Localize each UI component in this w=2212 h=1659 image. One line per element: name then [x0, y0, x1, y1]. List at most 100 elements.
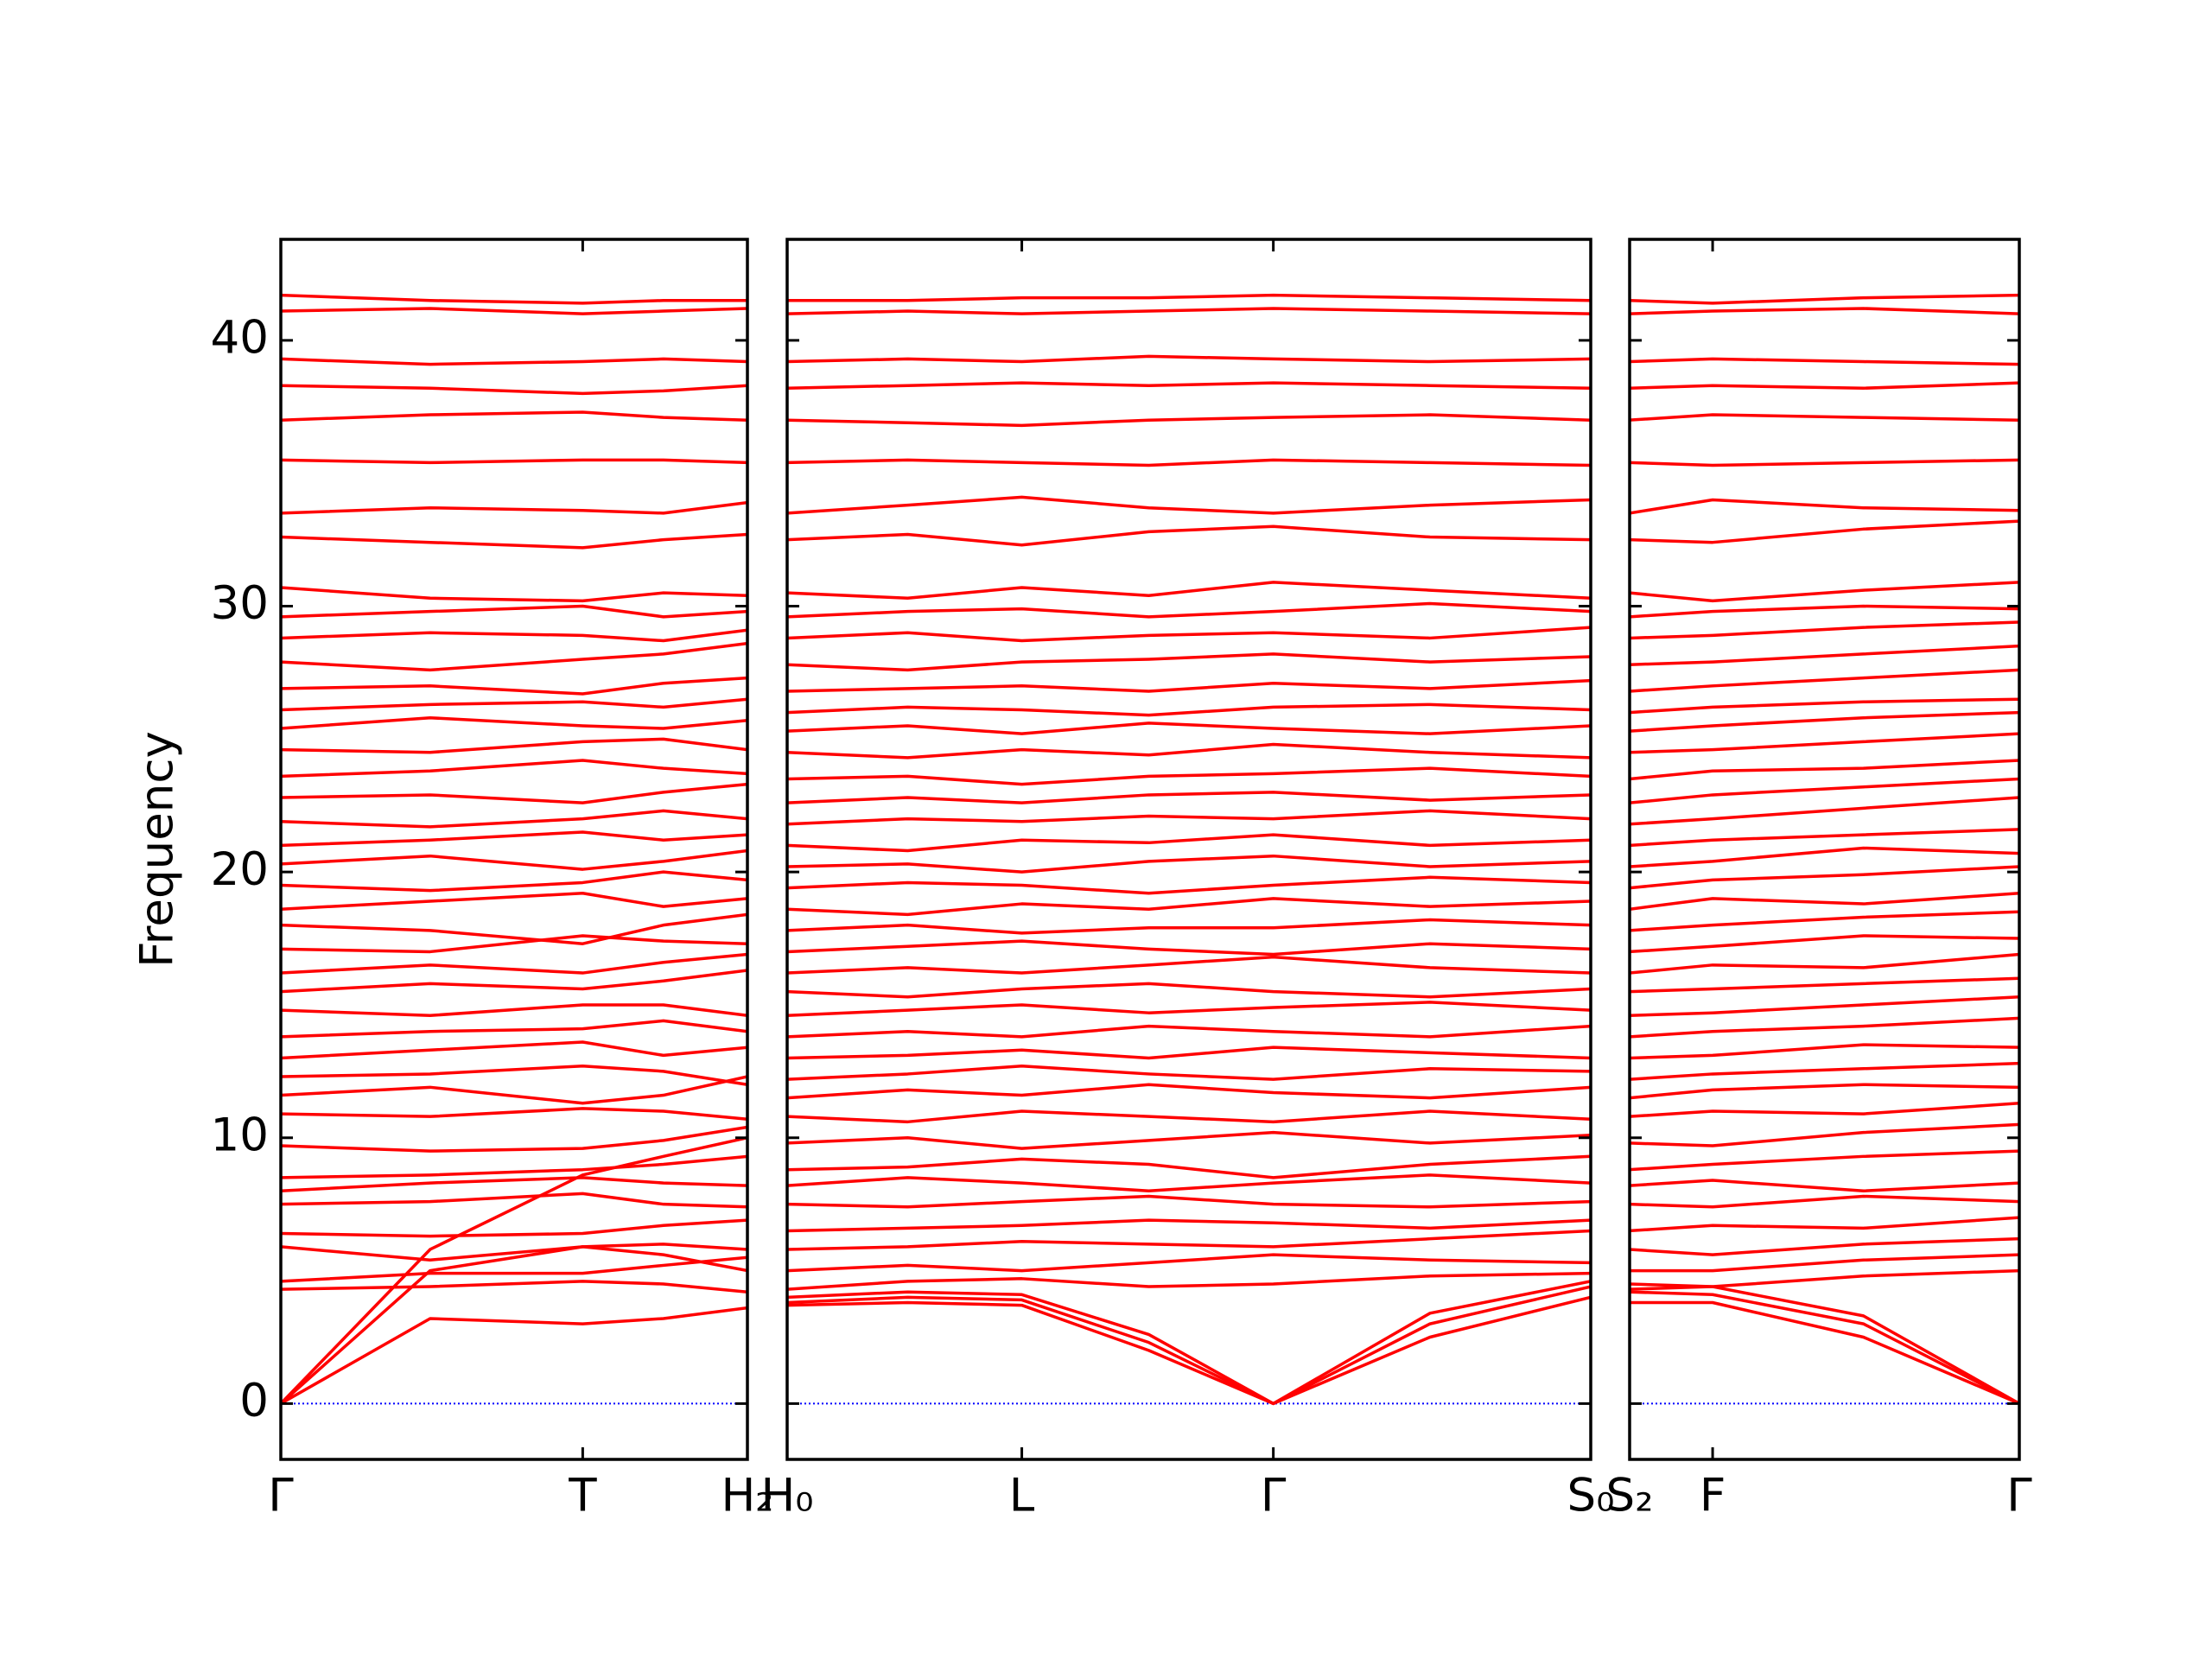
band-line: [281, 1154, 747, 1179]
band-line: [281, 307, 747, 315]
band-line: [787, 766, 1591, 786]
band-line: [1630, 519, 2019, 544]
band-line: [1630, 1290, 2019, 1405]
band-line: [1630, 458, 2019, 467]
band-line: [1630, 498, 2019, 515]
band-line: [787, 809, 1591, 826]
band-line: [1630, 1122, 2019, 1147]
band-line: [1630, 644, 2019, 666]
band-line: [787, 1109, 1591, 1124]
x-tick-label: Γ: [1261, 1470, 1287, 1522]
band-line: [1630, 1083, 2019, 1100]
band-line: [1630, 1216, 2019, 1233]
band-line: [281, 1064, 747, 1086]
band-line: [1630, 1194, 2019, 1209]
band-line: [787, 495, 1591, 515]
band-line: [281, 357, 747, 366]
band-line: [787, 854, 1591, 874]
band-line: [787, 581, 1591, 601]
band-line: [1630, 697, 2019, 715]
band-line: [787, 413, 1591, 428]
band-line: [787, 458, 1591, 467]
band-line: [787, 1046, 1591, 1060]
band-line: [1630, 620, 2019, 640]
y-tick-label: 0: [239, 1375, 269, 1427]
band-line: [787, 381, 1591, 391]
band-line: [1630, 892, 2019, 911]
band-line: [281, 912, 747, 945]
band-line: [281, 384, 747, 396]
band-line: [281, 969, 747, 994]
y-axis-label: Frequency: [131, 731, 184, 968]
band-line: [787, 524, 1591, 547]
band-line: [787, 1285, 1591, 1406]
band-line: [1630, 976, 2019, 994]
band-line: [1630, 413, 2019, 422]
band-line: [787, 1295, 1591, 1406]
band-line: [787, 1064, 1591, 1081]
band-line: [1630, 1043, 2019, 1060]
band-line: [281, 1243, 747, 1262]
band-line: [1630, 1016, 2019, 1039]
x-tick-label: Γ: [268, 1470, 294, 1522]
band-line: [787, 1130, 1591, 1150]
band-line: [281, 1255, 747, 1283]
band-line: [787, 652, 1591, 672]
band-line: [281, 1075, 747, 1105]
band-line: [1630, 1253, 2019, 1273]
band-line: [1630, 581, 2019, 603]
band-line: [281, 676, 747, 696]
band-line: [1630, 381, 2019, 391]
band-line: [281, 641, 747, 672]
x-tick-label: S₀: [1567, 1470, 1615, 1522]
band-line: [787, 702, 1591, 717]
band-line: [787, 1001, 1591, 1018]
x-tick-label: Γ: [2006, 1470, 2032, 1522]
x-tick-label: H₂: [721, 1470, 773, 1522]
band-line: [787, 721, 1591, 735]
band-line: [1630, 759, 2019, 781]
band-line: [1630, 796, 2019, 826]
band-line: [787, 1280, 1591, 1406]
band-line: [281, 1040, 747, 1060]
x-tick-label: F: [1700, 1470, 1726, 1522]
band-line: [281, 1176, 747, 1193]
band-line: [281, 1280, 747, 1294]
band-line: [1630, 293, 2019, 305]
x-tick-label: T: [568, 1470, 597, 1522]
band-line: [787, 1271, 1591, 1291]
band-line: [787, 918, 1591, 935]
band-line: [787, 1194, 1591, 1209]
y-tick-label: 10: [211, 1109, 269, 1161]
band-line: [787, 955, 1591, 975]
band-line: [787, 678, 1591, 693]
band-line: [787, 982, 1591, 999]
band-line: [281, 934, 747, 954]
y-tick-label: 20: [211, 843, 269, 896]
band-line: [1630, 934, 2019, 954]
band-line: [787, 1218, 1591, 1233]
band-line: [281, 1218, 747, 1238]
band-line: [281, 1003, 747, 1018]
band-line: [281, 500, 747, 515]
band-line: [787, 307, 1591, 315]
band-line: [1630, 357, 2019, 366]
x-tick-label: S₂: [1606, 1470, 1654, 1522]
band-line: [787, 875, 1591, 895]
band-line: [787, 1154, 1591, 1179]
y-tick-label: 30: [211, 577, 269, 630]
band-line: [787, 791, 1591, 804]
band-line: [1630, 307, 2019, 315]
band-line: [281, 759, 747, 779]
band-line: [281, 870, 747, 893]
band-line: [281, 293, 747, 305]
band-line: [787, 742, 1591, 760]
band-line: [281, 1019, 747, 1039]
band-line: [1630, 732, 2019, 754]
band-line: [1630, 1102, 2019, 1118]
band-line: [1630, 710, 2019, 733]
band-line: [281, 604, 747, 619]
band-line: [787, 1173, 1591, 1193]
band-line: [787, 1229, 1591, 1251]
plot-frame: [279, 238, 749, 1461]
